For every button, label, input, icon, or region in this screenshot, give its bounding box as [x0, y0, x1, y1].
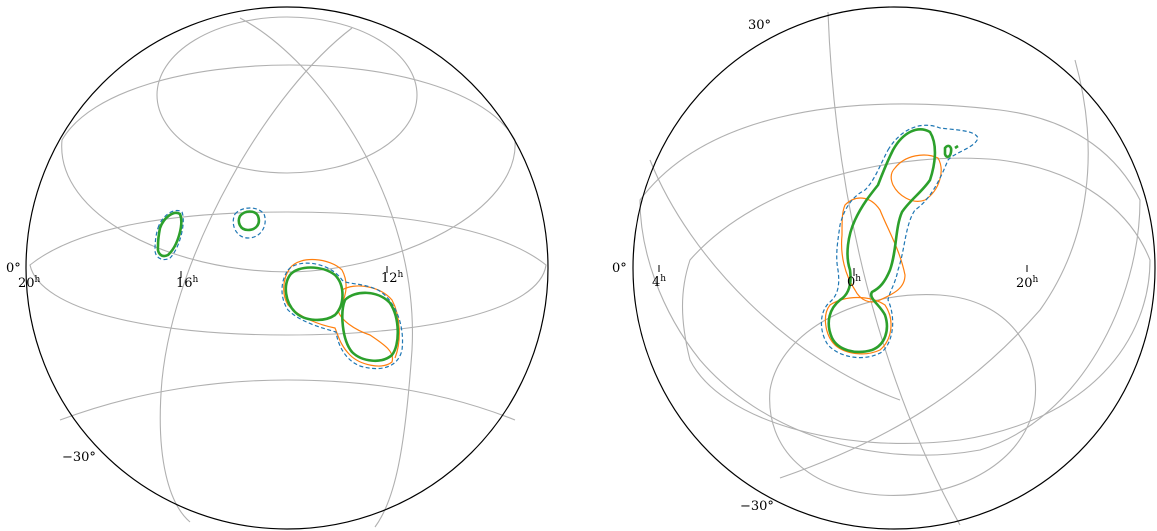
- left-contour-green-2: [237, 210, 261, 232]
- left-graticule: [29, 16, 547, 528]
- left-contour-green-3b: [341, 291, 400, 362]
- right-contour-green-small-2: [954, 144, 959, 150]
- left-globe: 0° −30° 20h 16h 12h: [6, 6, 549, 530]
- right-contour-orange-mid: [840, 197, 906, 303]
- right-contour-green-small-1: [943, 144, 953, 159]
- left-dec-label-0: 0°: [6, 261, 21, 276]
- right-contour-orange-top: [890, 154, 942, 202]
- left-contour-green-3a: [284, 266, 344, 322]
- right-ra-label-20h: 20h: [1016, 275, 1039, 291]
- left-dec-circle-upper: [61, 64, 516, 273]
- right-dec-circle-equator: [682, 157, 1151, 444]
- left-dec-circle-equator: [29, 211, 547, 336]
- right-contours: [820, 124, 979, 359]
- left-contour-blue-3: [281, 262, 404, 370]
- left-contour-orange-b: [341, 285, 400, 359]
- left-ra-meridian-12h: [239, 17, 413, 528]
- left-ra-label-16h: 16h: [176, 275, 199, 291]
- right-contour-green-main: [827, 128, 937, 354]
- right-ra-meridian-0h: [827, 11, 961, 526]
- left-globe-outline: [25, 6, 549, 530]
- right-dec-label-30: 30°: [748, 18, 771, 33]
- right-dec-label-minus30: −30°: [740, 499, 774, 514]
- left-ra-label-20h: 20h: [18, 275, 41, 291]
- right-dec-label-0: 0°: [612, 261, 627, 276]
- right-globe: 30° 0° −30° 4h 0h 20h: [612, 6, 1156, 530]
- right-dec-circle-south-cap: [769, 294, 1037, 496]
- left-contour-blue-2: [232, 207, 266, 239]
- left-dec-circle-north-cap: [156, 16, 418, 174]
- right-contour-orange-bottom: [824, 296, 892, 355]
- right-ra-meridian-20h: [779, 59, 1089, 479]
- right-ra-meridian-4h: [649, 159, 901, 401]
- left-ra-meridian-16h: [159, 27, 353, 523]
- right-contour-blue: [820, 124, 979, 359]
- left-contours: [154, 207, 404, 370]
- left-dec-label-minus30: −30°: [62, 450, 96, 465]
- left-contour-blue-1: [154, 209, 184, 261]
- right-dec-circle-upper: [639, 103, 1141, 456]
- left-contour-green-1: [156, 211, 183, 258]
- right-ra-label-4h: 4h: [652, 274, 666, 290]
- left-dec-circle-south: [59, 379, 516, 421]
- right-graticule: [639, 11, 1151, 526]
- right-globe-outline: [632, 6, 1156, 530]
- left-ra-label-12h: 12h: [381, 270, 404, 286]
- right-ra-label-0h: 0h: [847, 274, 861, 290]
